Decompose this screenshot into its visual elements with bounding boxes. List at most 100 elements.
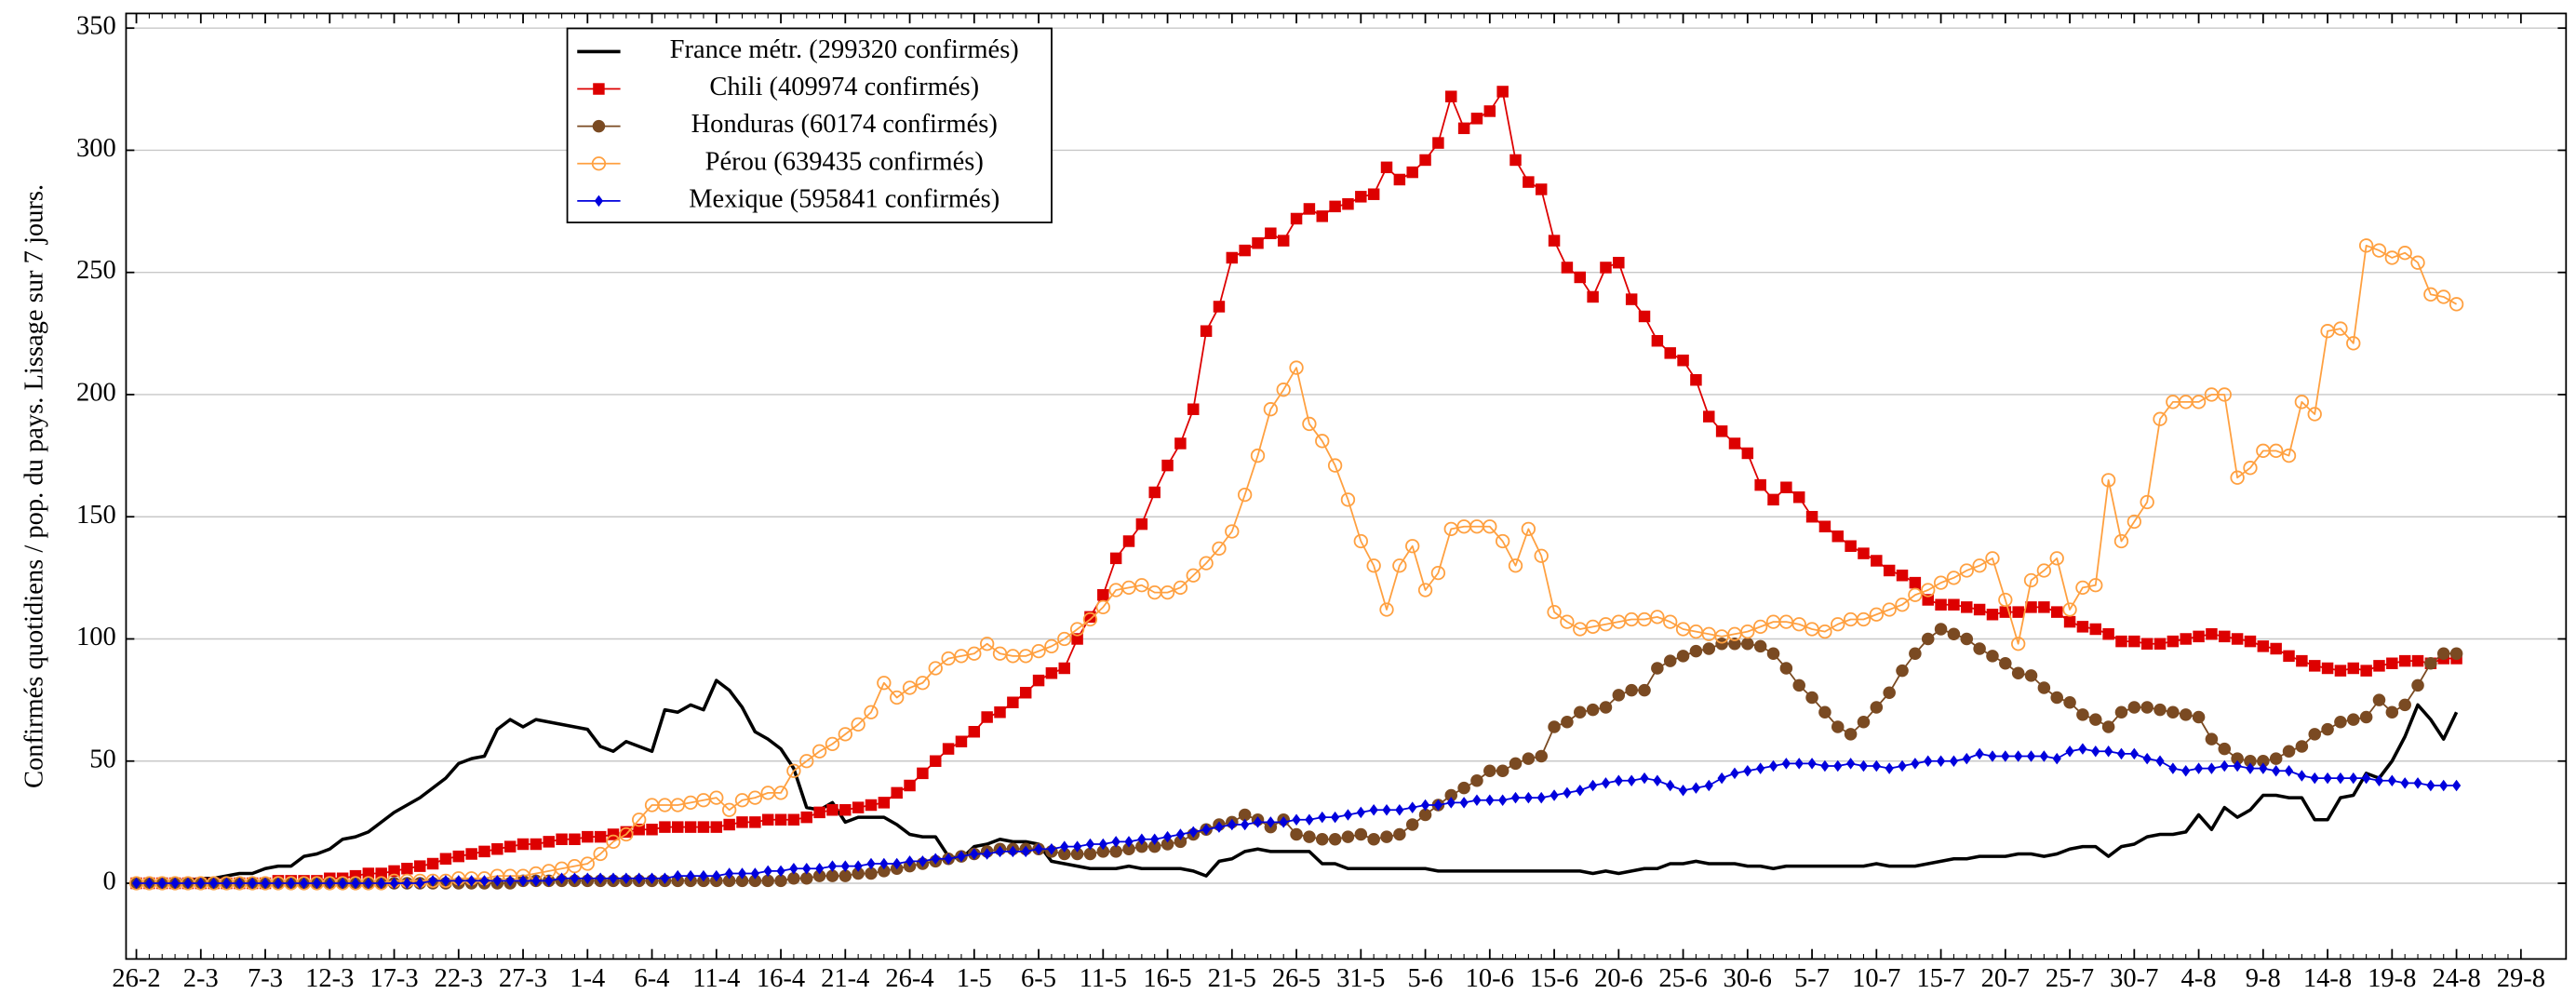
point	[2373, 660, 2385, 672]
point	[1508, 558, 1523, 573]
point	[1663, 654, 1677, 667]
point	[1872, 759, 1881, 772]
point	[660, 872, 670, 884]
point	[1666, 779, 1675, 792]
point	[2103, 746, 2113, 758]
point	[2076, 708, 2089, 721]
point	[2037, 681, 2051, 694]
x-tick-label: 20-7	[1981, 964, 2030, 993]
point	[1587, 290, 1599, 303]
point	[2257, 754, 2270, 768]
point	[1535, 183, 1548, 195]
point	[2194, 762, 2204, 774]
point	[1470, 113, 1483, 125]
point	[1573, 705, 1587, 719]
x-tick-label: 25-7	[2046, 964, 2094, 993]
point	[583, 872, 592, 884]
point	[2230, 470, 2245, 485]
point	[2244, 635, 2257, 648]
point	[1779, 662, 1793, 675]
point	[852, 801, 865, 813]
point	[1353, 533, 1368, 549]
point	[1985, 551, 2000, 566]
point	[607, 828, 620, 840]
point	[800, 811, 812, 824]
point	[1237, 487, 1253, 503]
point	[1523, 176, 1535, 188]
point	[1186, 568, 1201, 583]
point	[865, 866, 878, 880]
point	[632, 813, 647, 827]
point	[2386, 657, 2398, 669]
point	[1936, 755, 1946, 767]
point	[1200, 325, 1213, 337]
point	[712, 869, 721, 882]
point	[2397, 246, 2412, 261]
point	[2179, 708, 2193, 721]
point	[1885, 762, 1894, 774]
point	[1805, 691, 1818, 705]
point	[1651, 334, 1664, 347]
point	[839, 869, 852, 882]
point	[1393, 173, 1406, 186]
point	[415, 877, 424, 890]
point	[1664, 347, 1676, 359]
point	[1122, 842, 1135, 856]
point	[2436, 647, 2450, 661]
point	[2246, 762, 2255, 774]
point	[1818, 520, 1831, 532]
point	[1187, 403, 1200, 415]
point	[2297, 770, 2307, 782]
point	[813, 806, 825, 819]
point	[1653, 774, 1662, 786]
point	[2011, 666, 2025, 680]
point	[543, 836, 555, 848]
point	[1161, 838, 1174, 851]
point	[1805, 510, 1818, 523]
point	[1134, 578, 1149, 593]
point	[802, 863, 812, 875]
point	[1792, 490, 1805, 504]
point	[1289, 360, 1304, 375]
point	[1290, 212, 1303, 225]
point	[2334, 715, 2347, 729]
point	[2181, 765, 2191, 777]
point	[2282, 745, 2296, 759]
x-tick-label: 5-6	[1408, 964, 1443, 993]
point	[1948, 598, 1960, 611]
point	[2321, 662, 2334, 675]
point	[492, 875, 502, 887]
point	[1988, 750, 1997, 762]
point	[209, 877, 219, 890]
x-tick-label: 19-8	[2368, 964, 2416, 993]
point	[1007, 696, 1019, 708]
point	[2346, 336, 2361, 351]
point	[2088, 713, 2102, 726]
point	[2296, 654, 2308, 667]
point	[1883, 564, 1896, 577]
point	[2359, 710, 2373, 724]
point	[1276, 383, 1291, 397]
point	[1483, 105, 1496, 117]
point	[1999, 656, 2012, 670]
point	[2101, 720, 2115, 733]
point	[994, 706, 1006, 719]
point	[235, 877, 244, 890]
point	[1034, 843, 1043, 855]
point	[1678, 785, 1688, 797]
point	[1536, 791, 1546, 804]
point	[915, 676, 931, 691]
point	[1444, 788, 1458, 802]
point	[1263, 402, 1279, 417]
point	[2233, 759, 2242, 772]
y-tick-label: 0	[103, 867, 116, 896]
point	[1239, 244, 1251, 257]
point	[1279, 816, 1288, 828]
point	[1430, 565, 1446, 581]
x-tick-label: 6-5	[1021, 964, 1056, 993]
point	[2052, 752, 2061, 765]
point	[2269, 443, 2284, 459]
point	[2155, 755, 2165, 767]
point	[594, 830, 607, 843]
point	[1367, 188, 1380, 200]
